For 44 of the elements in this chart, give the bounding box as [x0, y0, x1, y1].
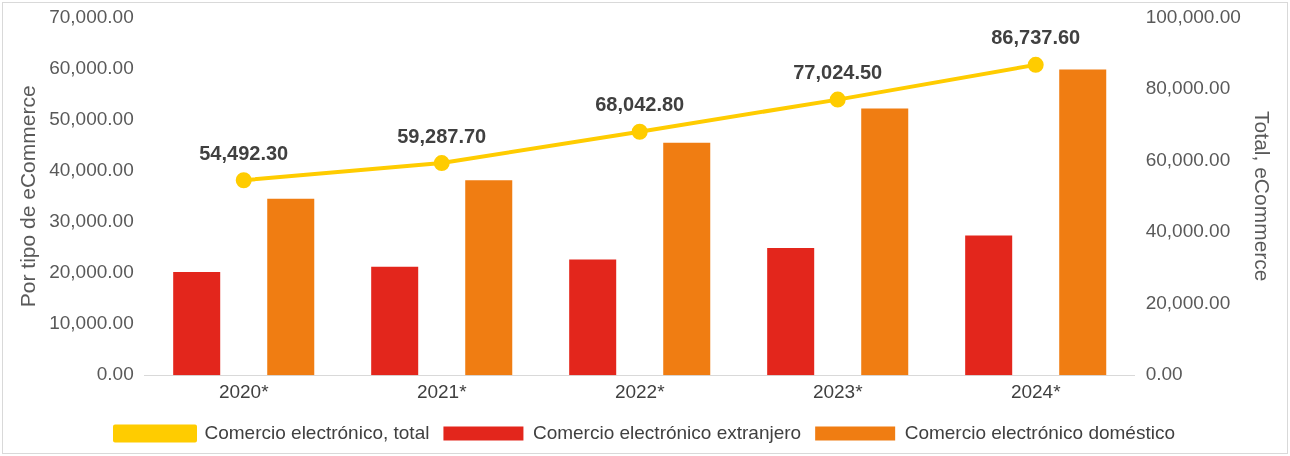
bar	[267, 198, 315, 376]
data-label: 59,287.70	[397, 124, 487, 147]
y-axis-title: Por tipo de eCommerce	[16, 85, 40, 308]
y-tick-label: 50,000.00	[49, 107, 134, 129]
x-tick-label: 2021*	[416, 380, 468, 402]
legend-label: Comercio electrónico extranjero	[532, 421, 802, 443]
y-tick-label: 60,000.00	[49, 56, 134, 78]
y-tick-label: 10,000.00	[49, 312, 134, 334]
y2-tick-label: 100,000.00	[1145, 5, 1241, 27]
y-tick-label: 20,000.00	[49, 261, 134, 283]
bar	[371, 266, 419, 376]
bar	[465, 180, 513, 376]
y2-tick-label: 80,000.00	[1145, 77, 1231, 99]
x-tick-label: 2023*	[812, 380, 864, 402]
x-tick-label: 2020*	[218, 380, 270, 402]
y-tick-label: 30,000.00	[49, 210, 134, 232]
bar	[965, 235, 1013, 376]
data-label: 86,737.60	[991, 26, 1081, 49]
y2-tick-label: 20,000.00	[1145, 291, 1231, 313]
y2-tick-label: 40,000.00	[1145, 220, 1231, 242]
y-tick-label: 0.00	[96, 363, 134, 385]
point	[829, 91, 846, 108]
bar	[663, 142, 711, 376]
bar	[1059, 69, 1107, 376]
point	[433, 155, 450, 172]
point	[235, 172, 252, 189]
bar	[861, 108, 909, 376]
data-label: 54,492.30	[199, 141, 289, 164]
point	[631, 123, 648, 140]
y-tick-label: 70,000.00	[49, 5, 134, 27]
legend-label: Comercio electrónico doméstico	[904, 421, 1176, 443]
x-tick-label: 2024*	[1010, 380, 1062, 402]
legend-label: Comercio electrónico, total	[204, 421, 430, 443]
y2-tick-label: 0.00	[1145, 363, 1183, 385]
data-label: 68,042.80	[595, 93, 685, 116]
x-tick-label: 2022*	[614, 380, 666, 402]
bar	[767, 247, 815, 376]
y-tick-label: 40,000.00	[49, 158, 134, 180]
y2-tick-label: 60,000.00	[1145, 148, 1231, 170]
bar	[569, 259, 617, 376]
data-label: 77,024.50	[793, 61, 883, 84]
bar	[173, 271, 221, 376]
y2-axis-title: Total, eCommerce	[1250, 111, 1274, 282]
point	[1027, 56, 1044, 73]
